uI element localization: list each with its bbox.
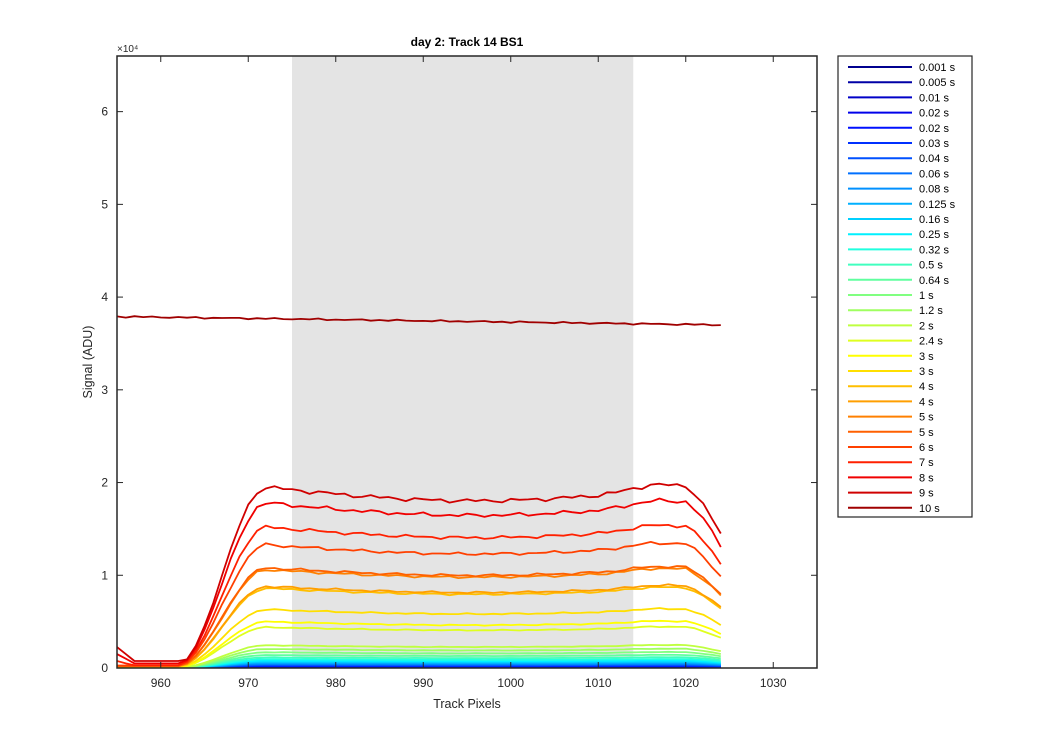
- legend-label: 0.08 s: [919, 184, 949, 196]
- x-tick-label: 990: [413, 676, 433, 690]
- legend-label: 0.01 s: [919, 92, 949, 104]
- series-line: [117, 607, 722, 668]
- x-axis-label: Track Pixels: [433, 697, 501, 711]
- plot-frame: [116, 55, 818, 669]
- series-line: [117, 315, 721, 327]
- x-tick-label: 1010: [585, 676, 612, 690]
- x-tick-label: 970: [238, 676, 258, 690]
- legend-label: 0.125 s: [919, 199, 956, 211]
- legend-label: 0.5 s: [919, 260, 943, 272]
- axes: 960 970 980 990 1000 1010 1020 1030 0 1 2 3 4 5 6: [101, 56, 817, 690]
- legend-label: 0.32 s: [919, 244, 949, 256]
- legend-label: 0.25 s: [919, 229, 949, 241]
- series-line: [117, 650, 721, 668]
- legend-label: 0.04 s: [919, 153, 949, 165]
- legend-label: 0.001 s: [919, 62, 956, 74]
- y-tick-label: 2: [101, 476, 108, 490]
- legend: 0.001 s 0.005 s 0.01 s 0.02 s 0.02 s 0.03 s 0.…: [848, 62, 956, 515]
- legend-label: 2.4 s: [919, 336, 943, 348]
- series-line: [117, 482, 722, 662]
- x-tick-label: 1020: [672, 676, 699, 690]
- series-line: [117, 541, 722, 667]
- series-line: [117, 524, 722, 667]
- y-tick-label: 1: [101, 568, 108, 582]
- y-tick-label: 0: [101, 661, 108, 675]
- legend-label: 4 s: [919, 396, 934, 408]
- legend-label: 6 s: [919, 442, 934, 454]
- legend-label: 0.005 s: [919, 77, 956, 89]
- legend-label: 10 s: [919, 503, 940, 515]
- series-line: [117, 647, 721, 668]
- chart-title: day 2: Track 14 BS1: [411, 35, 524, 49]
- series-line: [117, 653, 721, 668]
- legend-label: 9 s: [919, 488, 934, 500]
- legend-label: 0.02 s: [919, 123, 949, 135]
- legend-label: 0.03 s: [919, 138, 949, 150]
- legend-label: 8 s: [919, 472, 934, 484]
- series-line: [117, 625, 722, 668]
- x-tick-label: 980: [326, 676, 346, 690]
- legend-label: 1 s: [919, 290, 934, 302]
- series-line: [117, 583, 722, 668]
- legend-label: 4 s: [919, 381, 934, 393]
- legend-box: [837, 55, 973, 518]
- y-tick-label: 5: [101, 197, 108, 211]
- legend-label: 3 s: [919, 351, 934, 363]
- series-line: [117, 497, 722, 665]
- legend-label: 0.64 s: [919, 275, 949, 287]
- series-line: [117, 619, 722, 668]
- legend-label: 2 s: [919, 320, 934, 332]
- y-axis-label: Signal (ADU): [81, 326, 95, 399]
- legend-label: 1.2 s: [919, 305, 943, 317]
- series-line: [117, 656, 721, 668]
- series-line: [117, 565, 722, 667]
- legend-label: 5 s: [919, 412, 934, 424]
- legend-label: 5 s: [919, 427, 934, 439]
- x-tick-label: 1000: [497, 676, 524, 690]
- y-tick-label: 3: [101, 383, 108, 397]
- legend-label: 3 s: [919, 366, 934, 378]
- legend-label: 7 s: [919, 457, 934, 469]
- legend-label: 0.06 s: [919, 168, 949, 180]
- x-tick-label: 1030: [760, 676, 787, 690]
- legend-label: 0.02 s: [919, 108, 949, 120]
- y-tick-label: 4: [101, 290, 108, 304]
- y-axis-exponent: ×10⁴: [117, 44, 138, 55]
- legend-label: 0.16 s: [919, 214, 949, 226]
- y-tick-label: 6: [101, 105, 108, 119]
- shaded-region: [292, 56, 634, 668]
- series-line: [117, 643, 721, 668]
- x-tick-label: 960: [151, 676, 171, 690]
